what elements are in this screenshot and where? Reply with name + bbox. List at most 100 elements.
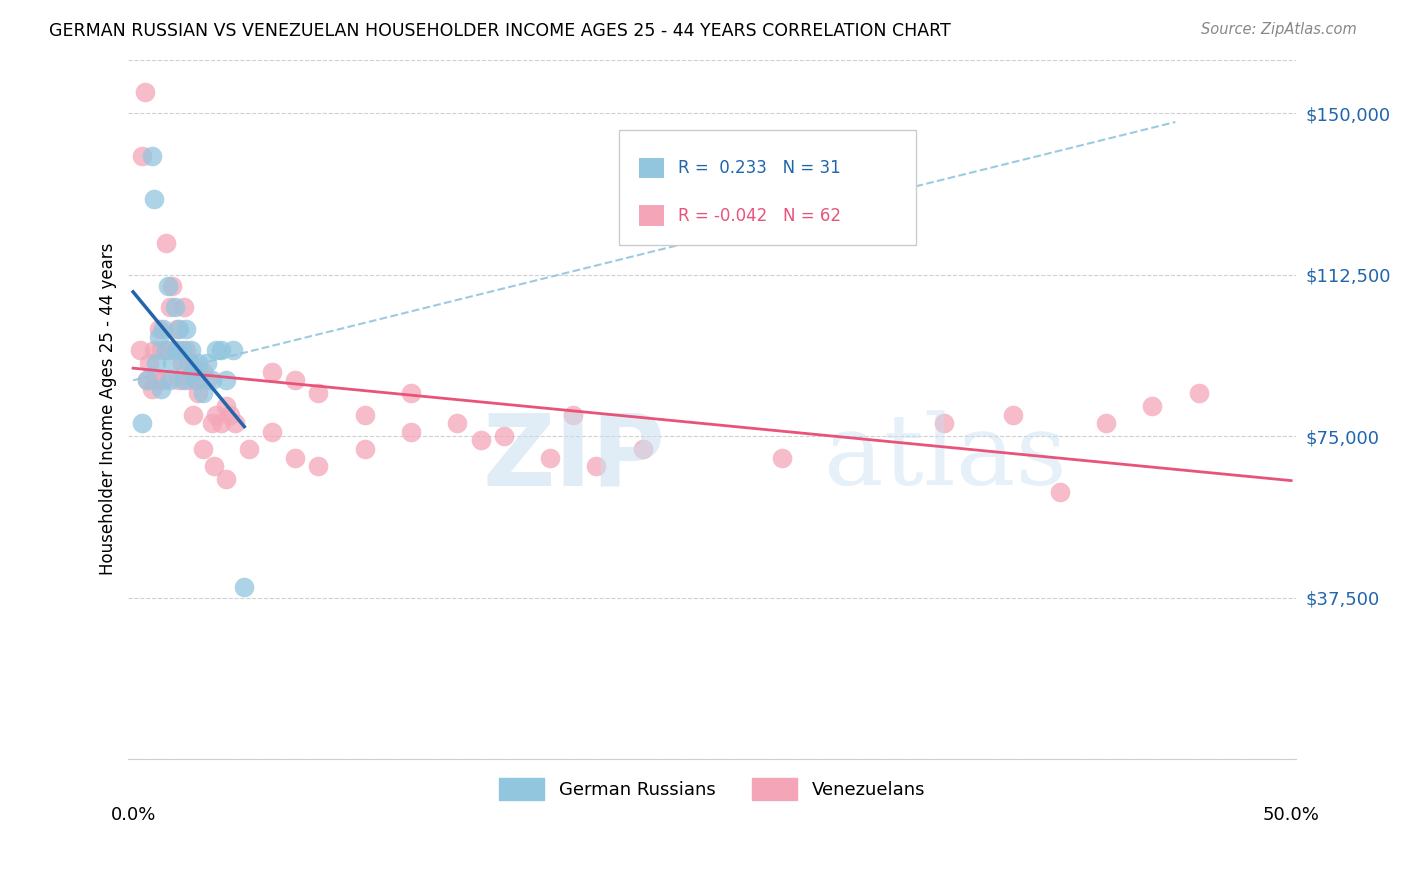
Point (191, 442, 214, 456)
Y-axis label: Householder Income Ages 25 - 44 years: Householder Income Ages 25 - 44 years (100, 244, 117, 575)
Point (173, 373, 195, 387)
Point (180, 356, 202, 370)
Point (169, 373, 191, 387)
Point (1049, 485, 1071, 500)
Point (215, 399, 238, 413)
Point (149, 382, 172, 396)
Point (162, 278, 184, 293)
Point (163, 343, 186, 358)
Point (262, 425, 284, 439)
Point (142, 343, 165, 358)
Point (162, 356, 184, 370)
Text: Source: ZipAtlas.com: Source: ZipAtlas.com (1201, 22, 1357, 37)
Point (145, 373, 167, 387)
Point (307, 386, 329, 401)
Point (166, 343, 188, 358)
Point (187, 356, 209, 370)
Point (173, 300, 195, 314)
Point (492, 429, 515, 443)
Text: R = -0.042   N = 62: R = -0.042 N = 62 (678, 207, 841, 225)
Point (215, 373, 238, 387)
Point (585, 459, 607, 474)
Point (181, 408, 204, 422)
Legend: German Russians, Venezuelans: German Russians, Venezuelans (491, 769, 934, 809)
Point (353, 408, 375, 422)
Point (195, 373, 218, 387)
Point (446, 417, 468, 431)
Point (262, 365, 284, 379)
Point (201, 373, 224, 387)
Point (1095, 417, 1118, 431)
Point (1002, 408, 1025, 422)
Point (233, 580, 256, 594)
Point (142, 193, 165, 207)
Point (770, 450, 793, 465)
Point (169, 321, 191, 335)
Point (195, 356, 218, 370)
Point (159, 300, 181, 314)
Point (156, 278, 179, 293)
Point (202, 459, 225, 474)
Point (205, 408, 228, 422)
Point (145, 356, 167, 370)
Point (136, 373, 159, 387)
Text: R =  0.233   N = 31: R = 0.233 N = 31 (678, 159, 841, 177)
Point (177, 373, 200, 387)
FancyBboxPatch shape (638, 205, 664, 226)
Point (470, 434, 492, 448)
Point (238, 442, 260, 456)
Point (187, 386, 209, 401)
Point (141, 149, 163, 163)
Point (631, 442, 654, 456)
Point (138, 356, 160, 370)
Point (224, 417, 246, 431)
Point (191, 365, 214, 379)
Point (184, 373, 207, 387)
Point (205, 343, 228, 358)
Point (155, 235, 177, 250)
Point (159, 373, 181, 387)
Point (307, 459, 329, 474)
Text: GERMAN RUSSIAN VS VENEZUELAN HOUSEHOLDER INCOME AGES 25 - 44 YEARS CORRELATION C: GERMAN RUSSIAN VS VENEZUELAN HOUSEHOLDER… (49, 22, 950, 40)
Text: 50.0%: 50.0% (1263, 806, 1320, 824)
Point (222, 343, 245, 358)
Point (141, 382, 163, 396)
Point (170, 356, 193, 370)
Point (353, 442, 375, 456)
Point (215, 472, 238, 486)
Text: 0.0%: 0.0% (111, 806, 156, 824)
Point (1140, 399, 1163, 413)
FancyBboxPatch shape (638, 158, 664, 178)
Point (166, 321, 188, 335)
Point (399, 425, 422, 439)
Point (131, 149, 153, 163)
Point (191, 386, 214, 401)
Point (152, 321, 174, 335)
Text: ZIP: ZIP (482, 409, 665, 507)
Point (129, 343, 152, 358)
Point (1187, 386, 1209, 401)
Point (149, 343, 172, 358)
Point (284, 450, 307, 465)
Point (170, 343, 193, 358)
Point (932, 417, 955, 431)
Point (184, 373, 207, 387)
Point (131, 417, 153, 431)
Point (148, 321, 170, 335)
Point (176, 343, 198, 358)
Point (201, 417, 224, 431)
Point (181, 365, 204, 379)
Point (176, 321, 198, 335)
Point (399, 386, 422, 401)
FancyBboxPatch shape (619, 129, 917, 245)
Point (163, 300, 186, 314)
Point (136, 373, 159, 387)
Point (209, 343, 232, 358)
Point (209, 417, 232, 431)
Text: atlas: atlas (824, 410, 1067, 506)
Point (134, 85, 156, 99)
Point (562, 408, 585, 422)
Point (219, 408, 242, 422)
Point (284, 373, 307, 387)
Point (155, 343, 177, 358)
